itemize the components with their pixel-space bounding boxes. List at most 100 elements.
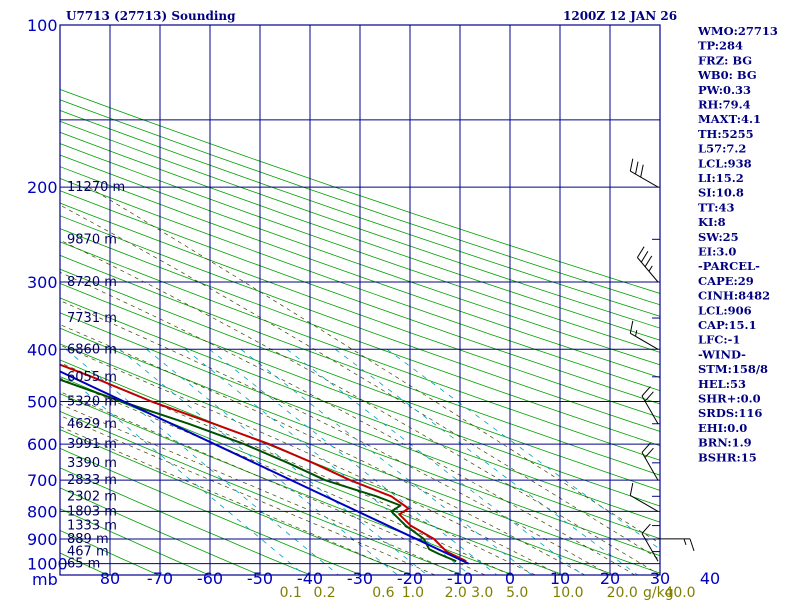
index-value: PW:0.33 bbox=[698, 83, 751, 97]
moist-adiabat bbox=[60, 239, 660, 575]
moist-adiabat bbox=[88, 186, 660, 544]
index-value: MAXT:4.1 bbox=[698, 112, 761, 126]
dry-adiabat bbox=[60, 166, 660, 379]
dry-adiabat bbox=[60, 447, 362, 575]
mixing-ratio-tick-label: 3.0 bbox=[471, 585, 493, 600]
dry-adiabat bbox=[60, 131, 660, 341]
mixing-ratio-tick-label: 1.0 bbox=[402, 585, 424, 600]
index-value: L57:7.2 bbox=[698, 142, 746, 156]
index-value: WB0: BG bbox=[697, 68, 757, 82]
index-value: TT:43 bbox=[698, 200, 735, 214]
index-value: LCL:906 bbox=[698, 303, 752, 317]
index-value: BRN:1.9 bbox=[698, 436, 752, 450]
height-label: 5320 m bbox=[67, 395, 117, 410]
wind-barb bbox=[641, 386, 659, 425]
wind-barb bbox=[629, 158, 659, 188]
mixing-ratio-line bbox=[60, 369, 305, 575]
pressure-tick-label: 800 bbox=[27, 502, 58, 521]
wind-barb bbox=[629, 320, 659, 350]
index-value: HEL:53 bbox=[698, 377, 746, 391]
dry-adiabat bbox=[60, 202, 660, 418]
index-value: FRZ: BG bbox=[698, 53, 752, 67]
mixing-ratio-line bbox=[146, 348, 428, 575]
index-value: TP:284 bbox=[698, 39, 743, 53]
index-value: LFC:-1 bbox=[698, 333, 740, 347]
temperature-tick-label: 20 bbox=[600, 569, 620, 588]
temperature-tick-label: -60 bbox=[197, 569, 223, 588]
temperature-tick-label: -70 bbox=[147, 569, 173, 588]
index-value: EHI:0.0 bbox=[698, 421, 747, 435]
index-value: CAPE:29 bbox=[698, 274, 754, 288]
height-label: 65 m bbox=[67, 557, 100, 572]
dry-adiabat bbox=[60, 467, 311, 575]
mixing-ratio-line bbox=[119, 348, 398, 575]
temperature-tick-label: 80 bbox=[100, 569, 120, 588]
height-label: 7731 m bbox=[67, 311, 117, 326]
dry-adiabat bbox=[60, 487, 260, 575]
mixing-ratio-tick-label: 10.0 bbox=[552, 585, 583, 600]
height-label: 9870 m bbox=[67, 232, 117, 247]
index-value: SW:25 bbox=[698, 230, 739, 244]
mixing-ratio-tick-label: 40.0 bbox=[664, 585, 695, 600]
dry-adiabat bbox=[60, 228, 660, 447]
mixing-ratio-line bbox=[209, 348, 498, 575]
height-label: 467 m bbox=[67, 545, 109, 560]
pressure-tick-label: 300 bbox=[27, 273, 58, 292]
pressure-tick-label: 500 bbox=[27, 393, 58, 412]
mixing-ratio-tick-label: 0.2 bbox=[313, 585, 335, 600]
dry-adiabat bbox=[60, 190, 660, 405]
dry-adiabat bbox=[60, 120, 660, 329]
wind-barb bbox=[636, 246, 659, 283]
index-value: CAP:15.1 bbox=[698, 318, 757, 332]
moist-adiabat bbox=[60, 300, 611, 575]
height-label: 1803 m bbox=[67, 504, 117, 519]
pressure-tick-label: 600 bbox=[27, 435, 58, 454]
temperature-tick-label: 0 bbox=[505, 569, 515, 588]
moist-adiabat bbox=[60, 391, 486, 575]
index-value: BSHR:15 bbox=[698, 450, 757, 464]
dewpoint-profile bbox=[60, 378, 457, 563]
height-label: 3390 m bbox=[67, 456, 117, 471]
height-label: 889 m bbox=[67, 532, 109, 547]
mixing-ratio-tick-label: 0.6 bbox=[372, 585, 394, 600]
moist-adiabat bbox=[60, 204, 660, 561]
index-value: EI:3.0 bbox=[698, 245, 736, 259]
plot-frame bbox=[59, 24, 661, 576]
dry-adiabat bbox=[60, 99, 660, 306]
temperature-tick-label: -30 bbox=[347, 569, 373, 588]
index-value: SI:10.8 bbox=[698, 186, 744, 200]
index-value: LI:15.2 bbox=[698, 171, 744, 185]
height-label: 3991 m bbox=[67, 437, 117, 452]
mixing-ratio-tick-label: 5.0 bbox=[506, 585, 528, 600]
temperature-tick-label: -40 bbox=[297, 569, 323, 588]
height-label: 2833 m bbox=[67, 473, 117, 488]
moist-adiabat bbox=[60, 362, 536, 575]
temperature-tick-label: -10 bbox=[447, 569, 473, 588]
index-value: CINH:8482 bbox=[698, 289, 770, 303]
pressure-tick-label: 700 bbox=[27, 471, 58, 490]
dry-adiabat bbox=[60, 312, 660, 540]
pressure-tick-label: 400 bbox=[27, 340, 58, 359]
pressure-tick-label: 1000 bbox=[27, 555, 68, 574]
dry-adiabat bbox=[60, 88, 660, 294]
wind-barb bbox=[629, 482, 659, 512]
station-title: U7713 (27713) Sounding bbox=[66, 9, 236, 23]
index-value: STM:158/8 bbox=[698, 362, 768, 376]
dry-adiabat bbox=[60, 215, 660, 432]
temperature-profile bbox=[60, 363, 467, 563]
pressure-tick-label: 100 bbox=[27, 16, 58, 35]
pressure-tick-label: 900 bbox=[27, 530, 58, 549]
index-value: RH:79.4 bbox=[698, 98, 751, 112]
dry-adiabat bbox=[60, 268, 660, 491]
mixing-ratio-line bbox=[286, 348, 584, 575]
wind-barb bbox=[641, 442, 659, 481]
mixing-ratio-unit: g/kg bbox=[643, 585, 674, 600]
wind-barb bbox=[641, 523, 659, 562]
height-label: 11270 m bbox=[67, 180, 125, 195]
dry-adiabat bbox=[60, 241, 660, 461]
dry-adiabat bbox=[60, 254, 660, 476]
index-value: TH:5255 bbox=[698, 127, 754, 141]
temperature-tick-label: -50 bbox=[247, 569, 273, 588]
